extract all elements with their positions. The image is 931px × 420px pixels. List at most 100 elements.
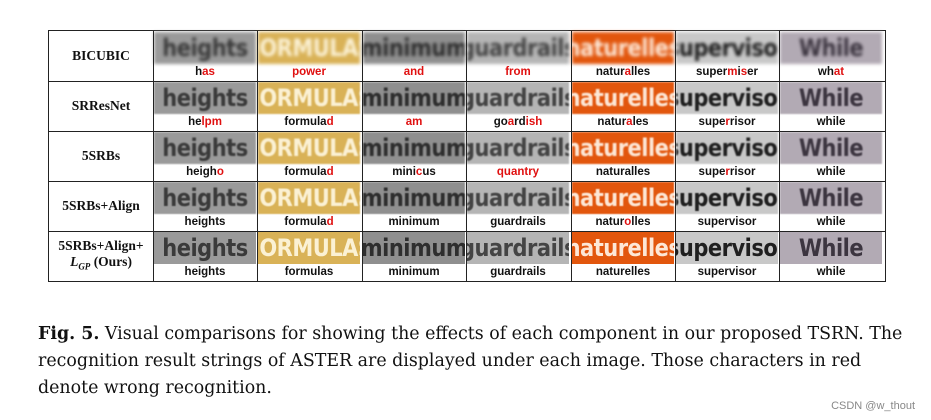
- recognition-result: heights: [153, 265, 257, 280]
- thumbnail-word: naturelles: [572, 184, 674, 212]
- thumbnail-word: supervisor: [676, 134, 778, 162]
- recognition-result: naturalles: [571, 165, 675, 180]
- recognition-result: from: [466, 65, 570, 80]
- correct-characters: supervisor: [697, 216, 757, 228]
- column-divider: [571, 31, 572, 281]
- thumbnail-word: guardrails: [467, 184, 569, 212]
- text-image-thumbnail: naturelles: [572, 182, 674, 214]
- recognition-result: minicus: [362, 165, 466, 180]
- thumbnail-word: heights: [162, 34, 248, 62]
- thumbnail-word: supervisor: [676, 34, 778, 62]
- recognition-result: superrisor: [675, 165, 779, 180]
- wrong-characters: quantry: [496, 166, 540, 178]
- text-image-thumbnail: While: [780, 182, 882, 214]
- thumbnail-word: While: [798, 184, 864, 212]
- thumbnail-word: FORMULAS: [258, 34, 360, 62]
- recognition-result: am: [362, 115, 466, 130]
- thumbnail-word: supervisor: [676, 234, 778, 262]
- correct-characters: super: [695, 66, 728, 78]
- correct-characters: guardrails: [490, 266, 546, 278]
- row-divider: [49, 81, 885, 82]
- watermark: CSDN @w_thout: [831, 400, 915, 412]
- correct-characters: wh: [817, 66, 834, 78]
- text-image-thumbnail: heights: [154, 132, 256, 164]
- text-image-thumbnail: supervisor: [676, 132, 778, 164]
- text-image-thumbnail: heights: [154, 32, 256, 64]
- row-label-text: 5SRBs+Align+: [58, 237, 144, 253]
- row-label: 5SRBs+Align+ LGP (Ours): [49, 231, 153, 281]
- recognition-result: and: [362, 65, 466, 80]
- figure-cell: guardrails guardrails: [466, 181, 570, 231]
- recognition-result: heigho: [153, 165, 257, 180]
- recognition-result: naturalles: [571, 65, 675, 80]
- recognition-result: while: [779, 165, 883, 180]
- text-image-thumbnail: While: [780, 232, 882, 264]
- wrong-characters: r: [725, 166, 730, 178]
- recognition-result: power: [257, 65, 361, 80]
- correct-characters: risor: [729, 116, 756, 128]
- recognition-result: naturales: [571, 115, 675, 130]
- thumbnail-word: minimum: [363, 34, 465, 62]
- row-divider: [49, 231, 885, 232]
- text-image-thumbnail: minimum: [363, 232, 465, 264]
- thumbnail-word: heights: [162, 184, 248, 212]
- correct-characters: supe: [698, 166, 726, 178]
- figure-cell: naturelles naturolles: [571, 181, 675, 231]
- correct-characters: er: [747, 66, 759, 78]
- wrong-characters: o: [216, 166, 224, 178]
- thumbnail-word: minimum: [363, 184, 465, 212]
- figure-cell: FORMULAS formulad: [257, 131, 361, 181]
- text-image-thumbnail: While: [780, 32, 882, 64]
- correct-characters: us: [422, 166, 436, 178]
- wrong-characters: c: [415, 166, 423, 178]
- figure-cell: guardrails guardrails: [466, 231, 570, 281]
- figure-row: 5SRBs+Align heights heights FORMULAS formula…: [49, 181, 885, 231]
- figure-cell: supervisor supermiser: [675, 31, 779, 81]
- text-image-thumbnail: minimum: [363, 32, 465, 64]
- row-label: SRResNet: [49, 81, 153, 131]
- correct-characters: minimum: [388, 216, 440, 228]
- figure-label: Fig. 5.: [38, 324, 100, 344]
- wrong-characters: am: [405, 116, 423, 128]
- figure-cell: While what: [779, 31, 883, 81]
- recognition-result: while: [779, 265, 883, 280]
- recognition-result: supervisor: [675, 265, 779, 280]
- recognition-result: minimum: [362, 265, 466, 280]
- figure-cell: heights has: [153, 31, 257, 81]
- correct-characters: he: [188, 116, 202, 128]
- comparison-figure: BICUBICheightshasFORMULASpowerminimumand…: [48, 30, 886, 282]
- figure-cell: minimum minicus: [362, 131, 466, 181]
- text-image-thumbnail: naturelles: [572, 132, 674, 164]
- wrong-characters: o: [624, 216, 632, 228]
- wrong-characters: power: [292, 66, 326, 78]
- thumbnail-word: minimum: [363, 134, 465, 162]
- recognition-result: supervisor: [675, 215, 779, 230]
- figure-cell: supervisor supervisor: [675, 181, 779, 231]
- row-divider: [49, 181, 885, 182]
- text-image-thumbnail: guardrails: [467, 82, 569, 114]
- correct-characters: guardrails: [490, 216, 546, 228]
- row-label-text: SRResNet: [71, 98, 131, 113]
- correct-characters: h: [195, 66, 203, 78]
- thumbnail-word: While: [798, 84, 864, 112]
- thumbnail-word: supervisor: [676, 84, 778, 112]
- recognition-result: helpm: [153, 115, 257, 130]
- correct-characters: natur: [595, 216, 625, 228]
- figure-cell: While while: [779, 81, 883, 131]
- wrong-characters: as: [202, 66, 215, 78]
- figure-cell: minimum minimum: [362, 231, 466, 281]
- correct-characters: while: [816, 216, 846, 228]
- recognition-result: formulad: [257, 215, 361, 230]
- thumbnail-word: naturelles: [572, 234, 674, 262]
- figure-cell: guardrails quantry: [466, 131, 570, 181]
- text-image-thumbnail: naturelles: [572, 232, 674, 264]
- thumbnail-word: minimum: [363, 234, 465, 262]
- thumbnail-word: While: [798, 134, 864, 162]
- figure-cell: supervisor superrisor: [675, 81, 779, 131]
- wrong-characters: ish: [525, 116, 543, 128]
- figure-row: 5SRBsheightsheighoFORMULASformuladminimu…: [49, 131, 885, 181]
- thumbnail-word: heights: [162, 84, 248, 112]
- correct-characters: lles: [630, 66, 651, 78]
- thumbnail-word: heights: [162, 134, 248, 162]
- figure-cell: FORMULAS formulas: [257, 231, 361, 281]
